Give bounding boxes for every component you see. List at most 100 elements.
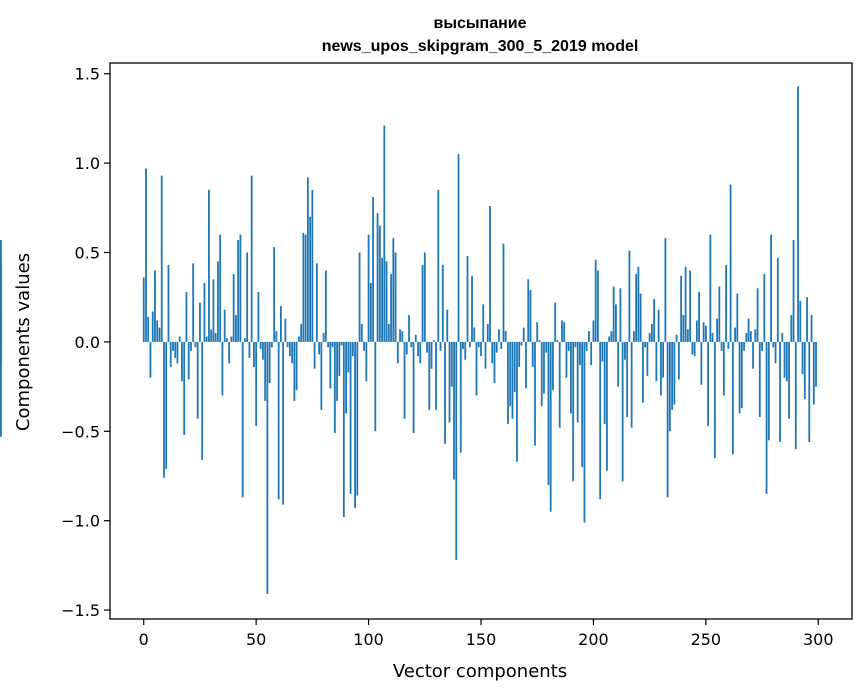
bar [624, 341, 626, 360]
bar [637, 266, 640, 342]
bar [223, 309, 226, 342]
bar [230, 336, 233, 342]
bar [419, 341, 422, 364]
bar [273, 247, 276, 342]
bar [772, 341, 775, 348]
bar [464, 341, 467, 360]
y-tick-label: −0.5 [61, 422, 100, 441]
bar [248, 341, 251, 358]
bar [295, 341, 298, 391]
plot-frame [109, 62, 853, 620]
bar [803, 341, 806, 400]
bar [689, 270, 692, 342]
bar [594, 259, 597, 342]
bar [311, 189, 314, 342]
chart-title: высыпание [433, 15, 526, 32]
bar [241, 341, 244, 498]
bar [567, 341, 570, 351]
bar [716, 318, 718, 342]
bar [603, 341, 606, 425]
bar [277, 341, 280, 500]
bar [646, 341, 649, 376]
bar [797, 86, 799, 342]
bar [210, 329, 213, 342]
bar [507, 341, 509, 425]
bar [356, 341, 359, 496]
bar [163, 341, 165, 478]
bar [408, 315, 410, 342]
bar [680, 275, 683, 342]
bar [749, 331, 752, 342]
y-tick-label: 1.0 [75, 154, 100, 173]
bar [529, 290, 532, 342]
bar [194, 341, 197, 348]
bar [304, 234, 307, 342]
bar [516, 341, 518, 462]
bar [259, 341, 262, 350]
bar [576, 341, 579, 423]
bar [558, 341, 561, 428]
bar [378, 225, 381, 342]
bar [639, 293, 642, 342]
bar [673, 341, 676, 405]
bar [617, 341, 620, 387]
bar [421, 265, 424, 342]
bar [752, 341, 754, 369]
bar [354, 341, 356, 509]
bar [475, 341, 478, 396]
bar [626, 341, 629, 417]
chart-subtitle: news_upos_skipgram_300_5_2019 model [322, 38, 639, 55]
bar [691, 341, 694, 355]
bar [763, 273, 766, 342]
bar [169, 341, 172, 367]
bar [441, 265, 444, 342]
bar [417, 341, 419, 357]
bar [183, 341, 186, 435]
bar [297, 336, 300, 342]
bar [619, 288, 622, 342]
bar [457, 154, 460, 342]
bar [414, 334, 417, 342]
bar [585, 341, 588, 351]
bar [0, 341, 2, 362]
x-tick-label: 0 [139, 630, 149, 649]
bar [520, 341, 523, 346]
bar [246, 252, 249, 342]
bar [167, 265, 170, 342]
bar [601, 341, 604, 362]
bar [682, 315, 685, 342]
bar [635, 273, 638, 342]
y-tick-label: 1.5 [75, 65, 100, 84]
bar [628, 250, 631, 342]
bar [756, 288, 759, 342]
bar [644, 341, 647, 348]
bar [401, 331, 404, 342]
bar [743, 341, 745, 351]
bar [221, 341, 224, 396]
bar [428, 341, 431, 410]
bar [349, 341, 352, 494]
bar [677, 341, 680, 380]
bar [288, 341, 291, 357]
bar [588, 331, 590, 342]
bar [477, 341, 480, 348]
bar [244, 338, 246, 342]
x-tick-label: 50 [246, 630, 266, 649]
bar [572, 341, 575, 482]
bar [300, 324, 303, 342]
bar [262, 341, 264, 360]
bar [178, 336, 181, 342]
bar [540, 341, 543, 407]
bar [250, 175, 253, 342]
bar [799, 300, 802, 342]
bar [336, 341, 338, 401]
bar [282, 341, 285, 505]
bar [731, 341, 734, 455]
bar [403, 341, 406, 419]
bar [668, 341, 671, 432]
bar [684, 266, 687, 342]
bar [790, 315, 793, 342]
bar [293, 341, 296, 401]
bar [329, 341, 332, 389]
bar [776, 257, 779, 342]
